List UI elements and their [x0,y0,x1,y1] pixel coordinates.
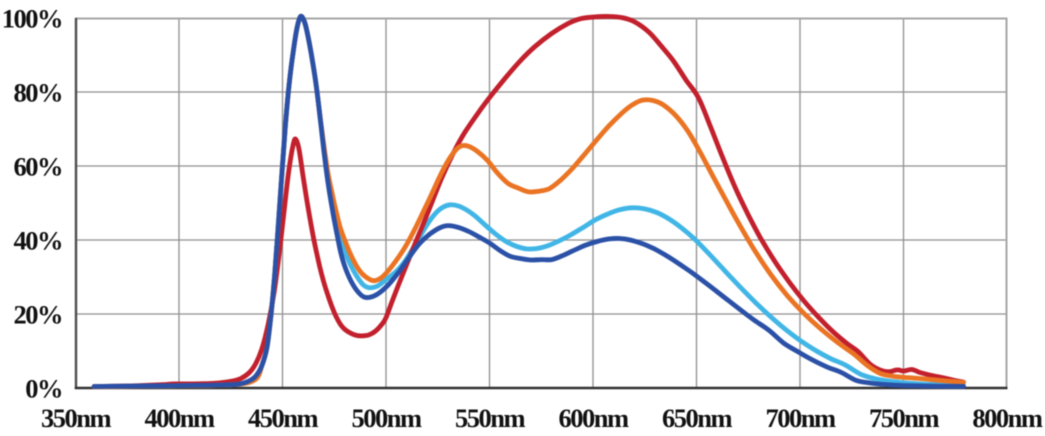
svg-text:700nm: 700nm [765,403,835,431]
svg-text:350nm: 350nm [41,403,111,431]
svg-text:100%: 100% [2,4,62,34]
svg-text:600nm: 600nm [558,403,628,431]
svg-text:550nm: 550nm [455,403,525,431]
svg-text:500nm: 500nm [351,403,421,431]
svg-text:20%: 20% [14,300,63,330]
svg-text:40%: 40% [14,226,63,256]
svg-text:650nm: 650nm [662,403,732,431]
svg-text:400nm: 400nm [144,403,214,431]
svg-text:800nm: 800nm [972,403,1042,431]
svg-text:0%: 0% [25,374,62,404]
svg-text:450nm: 450nm [248,403,318,431]
svg-text:750nm: 750nm [869,403,939,431]
svg-text:80%: 80% [14,78,63,108]
svg-text:60%: 60% [14,152,63,182]
